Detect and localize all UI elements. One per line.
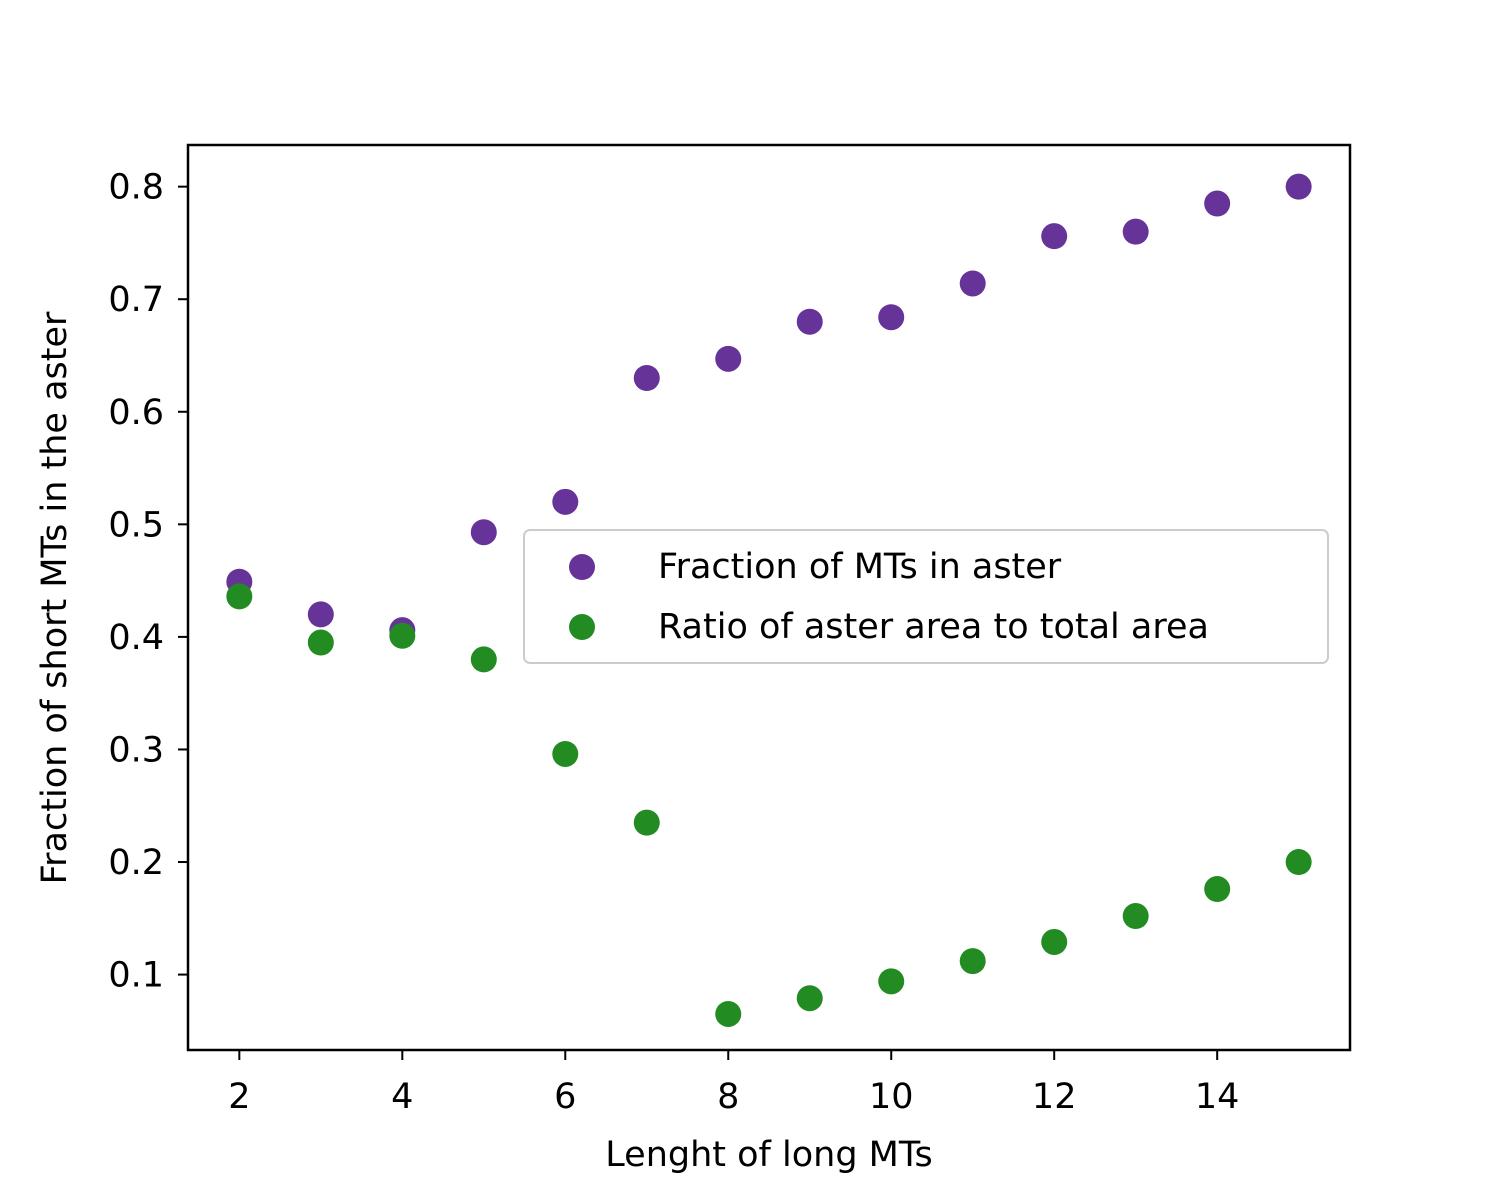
- plot-frame: [186, 143, 1352, 1052]
- y-tick-label: 0.6: [108, 393, 164, 433]
- ratio-point: [878, 968, 905, 995]
- ratio-point: [1204, 876, 1231, 903]
- x-tick-label: 12: [1032, 1077, 1077, 1117]
- x-tick-label: 6: [554, 1077, 576, 1117]
- fraction-point: [796, 308, 823, 335]
- y-tick-label: 0.3: [108, 730, 164, 770]
- x-tick-label: 2: [228, 1077, 250, 1117]
- ratio-point: [959, 948, 986, 975]
- x-axis-label: Lenght of long MTs: [605, 1135, 932, 1175]
- fraction-point: [1204, 190, 1231, 217]
- fraction-point: [307, 601, 334, 628]
- ratio-point: [389, 622, 416, 649]
- ratio-point: [1041, 928, 1068, 955]
- ratio-point: [470, 646, 497, 673]
- x-tick-label: 10: [869, 1077, 914, 1117]
- ratio-point: [1122, 903, 1149, 930]
- legend-box: [523, 529, 1329, 664]
- y-tick-label: 0.4: [108, 618, 164, 658]
- fraction-point: [633, 365, 660, 392]
- x-tick-label: 8: [717, 1077, 739, 1117]
- fraction-point: [715, 345, 742, 372]
- y-tick-label: 0.2: [108, 843, 164, 883]
- y-tick-label: 0.8: [108, 168, 164, 208]
- fraction-point: [1041, 223, 1068, 250]
- legend-marker-ratio: [569, 614, 595, 640]
- ratio-point: [226, 583, 253, 610]
- legend-label-fraction: Fraction of MTs in aster: [658, 547, 1062, 587]
- legend-marker-fraction: [569, 554, 595, 580]
- x-tick-label: 4: [391, 1077, 413, 1117]
- ratio-point: [715, 1000, 742, 1027]
- y-tick-label: 0.7: [108, 280, 164, 320]
- y-axis-label: Fraction of short MTs in the aster: [35, 311, 75, 884]
- ratio-point: [307, 629, 334, 656]
- ratio-point: [1285, 849, 1312, 876]
- y-tick-label: 0.1: [108, 956, 164, 996]
- ratio-point: [552, 740, 579, 767]
- fraction-point: [878, 304, 905, 331]
- x-tick-label: 14: [1195, 1077, 1240, 1117]
- ratio-point: [796, 985, 823, 1012]
- fraction-point: [1285, 173, 1312, 200]
- fraction-point: [1122, 218, 1149, 245]
- y-tick-label: 0.5: [108, 505, 164, 545]
- fraction-point: [552, 488, 579, 515]
- fraction-point: [959, 270, 986, 297]
- legend: Fraction of MTs in aster Ratio of aster …: [523, 529, 1329, 664]
- ticks-layer: 2 4 6 8 10 12 14 0.1 0.2 0.3 0.4 0.5 0.6 0.7 0.8: [108, 168, 1239, 1117]
- ratio-point: [633, 809, 660, 836]
- fraction-point: [470, 519, 497, 546]
- legend-label-ratio: Ratio of aster area to total area: [658, 607, 1209, 647]
- marks-layer: [226, 173, 1312, 1027]
